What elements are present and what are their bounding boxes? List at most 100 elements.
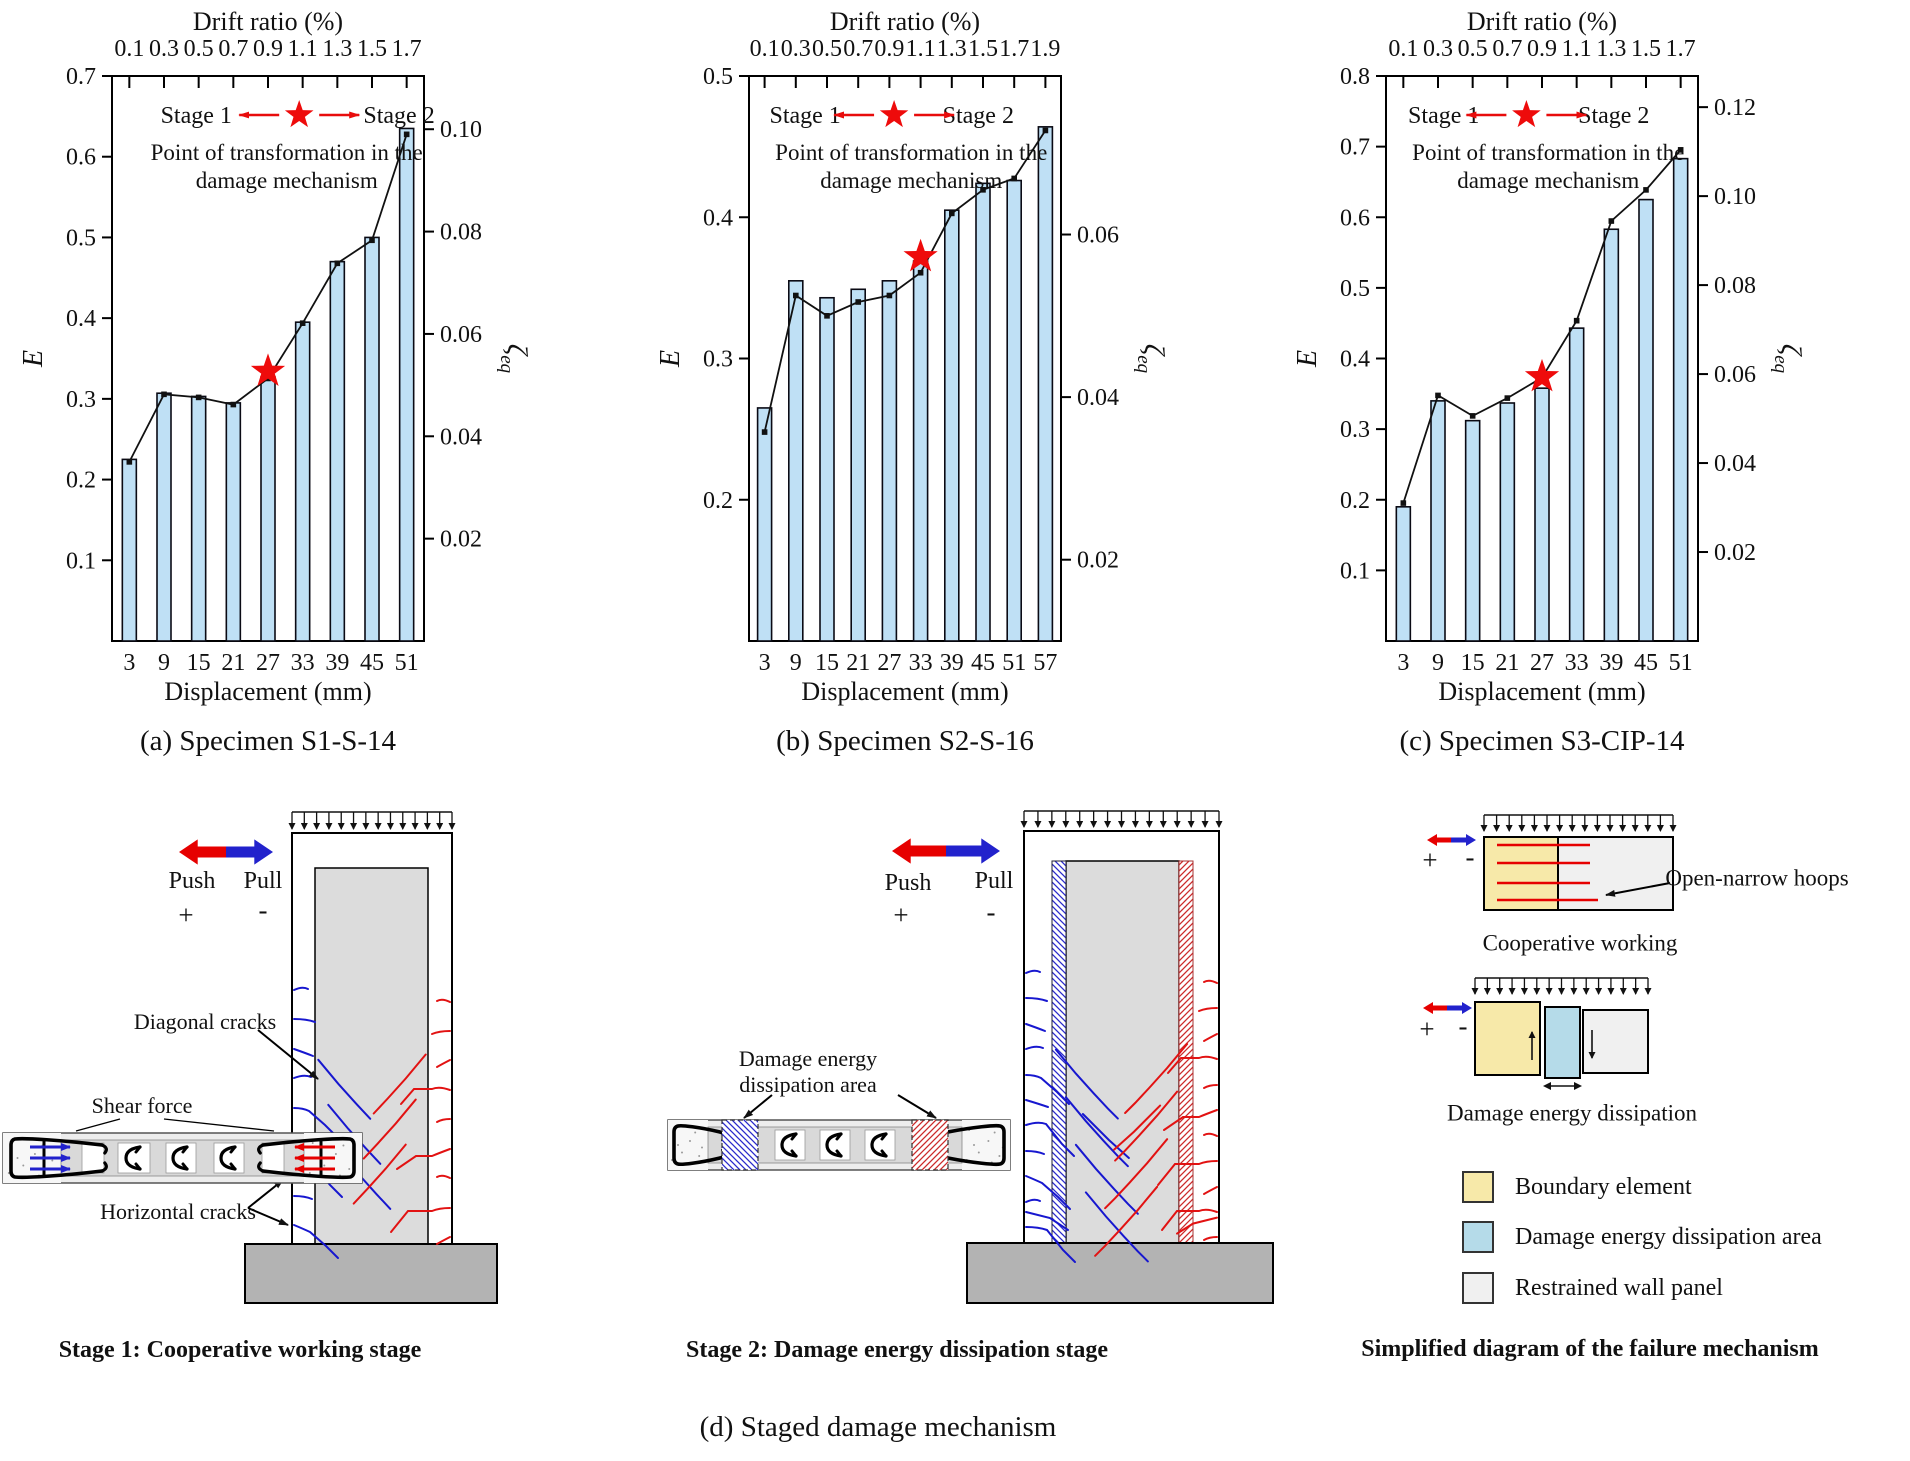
shear-force-label: Shear force	[91, 1093, 193, 1119]
drift-tick-label: 0.7	[218, 36, 248, 62]
stage1-plus-sign: +	[178, 900, 194, 931]
stage2-foundation	[966, 1242, 1274, 1304]
bars-series-E	[756, 126, 1054, 642]
section-red-dissipation-area	[911, 1119, 949, 1171]
displacement-tick-label: 3	[123, 650, 135, 676]
legend-swatch-1	[1462, 1221, 1494, 1253]
stage1-caption: Stage 1: Cooperative working stage	[58, 1336, 422, 1363]
right-tick-label: 0.02	[440, 527, 482, 553]
drift-tick-label: 1.5	[968, 36, 998, 62]
transformation-star	[250, 353, 286, 386]
displacement-tick-label: 51	[1669, 650, 1693, 676]
line-marker	[886, 292, 893, 299]
bars-series-E	[121, 127, 415, 642]
bar-15	[190, 395, 207, 642]
displacement-tick-label: 15	[1461, 650, 1485, 676]
legend-label-dissipation: Damage energy dissipation area	[1515, 1223, 1822, 1250]
left-tick-label: 0.8	[1340, 64, 1370, 90]
bar-27	[1534, 387, 1550, 642]
legend-label-restrained: Restrained wall panel	[1515, 1274, 1723, 1301]
bar-39	[1603, 228, 1620, 642]
bar-3	[1395, 506, 1412, 642]
stage2-svg	[667, 810, 1274, 1304]
right-axis-title: ζeq	[1133, 344, 1169, 374]
displacement-tick-label: 33	[909, 650, 933, 676]
simplified-diagram	[1340, 790, 1910, 1390]
zeta-line	[763, 130, 1047, 433]
diagonal-cracks-blue	[1025, 969, 1149, 1263]
displacement-tick-label: 15	[187, 650, 211, 676]
displacement-tick-label: 39	[325, 650, 349, 676]
drift-tick-label: 0.9	[253, 36, 283, 62]
transform-text-line2: damage mechanism	[1457, 168, 1639, 193]
ded-dissipation-area	[1544, 1006, 1581, 1079]
displacement-tick-label: 3	[759, 650, 771, 676]
displacement-tick-label: 33	[1565, 650, 1589, 676]
top-axis-title: Drift ratio (%)	[193, 7, 343, 36]
annotation-star	[879, 100, 909, 128]
line-marker	[1469, 413, 1476, 419]
bar-15	[1464, 419, 1481, 642]
drift-tick-label: 0.3	[1423, 36, 1453, 62]
line-marker	[1042, 127, 1049, 134]
left-tick-label: 0.1	[1340, 558, 1370, 584]
stage2-annotation: Stage 2	[363, 103, 434, 129]
diagonal-cracks-red	[1094, 979, 1218, 1257]
displacement-tick-label: 21	[1495, 650, 1519, 676]
bar-45	[975, 182, 991, 642]
left-tick-label: 0.4	[66, 306, 96, 332]
right-tick-label: 0.02	[1714, 540, 1756, 566]
displacement-tick-label: 9	[1432, 650, 1444, 676]
left-tick-label: 0.3	[1340, 417, 1370, 443]
pull-arrow	[226, 839, 273, 865]
stage1-annotation: Stage 1	[769, 103, 840, 129]
displacement-tick-label: 3	[1397, 650, 1409, 676]
stage2-wall-panel	[1065, 860, 1180, 1244]
bottom-axis-title: Displacement (mm)	[164, 677, 371, 706]
displacement-tick-label: 57	[1033, 650, 1057, 676]
top-axis-title: Drift ratio (%)	[1467, 7, 1617, 36]
left-tick-label: 0.2	[1340, 488, 1370, 514]
line-marker	[1400, 500, 1407, 506]
right-tick-label: 0.04	[1714, 451, 1756, 477]
bar-27	[260, 376, 276, 642]
bar-33	[294, 321, 311, 642]
right-tick-label: 0.06	[440, 322, 482, 348]
top-axis-title: Drift ratio (%)	[830, 7, 980, 36]
right-tick-label: 0.08	[440, 220, 482, 246]
displacement-tick-label: 21	[221, 650, 245, 676]
line-marker	[369, 237, 375, 244]
drift-tick-label: 0.5	[1458, 36, 1488, 62]
bar-45	[1638, 198, 1654, 642]
line-marker	[824, 313, 830, 319]
mini-push-arrow	[1423, 1002, 1447, 1014]
stage2-diagram	[660, 790, 1340, 1390]
drift-tick-label: 1.7	[999, 36, 1029, 62]
mini-pull-arrow	[1447, 1002, 1472, 1014]
displacement-tick-label: 51	[395, 650, 419, 676]
legend-swatch-0	[1462, 1171, 1494, 1203]
stage1-minus-sign: -	[258, 895, 268, 926]
open-narrow-hoops-label: Open-narrow hoops	[1665, 865, 1849, 891]
chart-caption: (c) Specimen S3-CIP-14	[1399, 725, 1685, 757]
bar-39	[943, 209, 960, 642]
push-arrow	[179, 839, 226, 865]
stage2-pull-label: Pull	[974, 867, 1014, 894]
diagonal-cracks-red	[352, 998, 451, 1245]
left-tick-label: 0.5	[703, 64, 733, 90]
bar-33	[1568, 327, 1585, 642]
bar-3	[121, 458, 138, 642]
line-marker	[793, 292, 799, 299]
left-tick-label: 0.6	[66, 145, 96, 171]
line-marker	[1677, 147, 1684, 153]
line-marker	[299, 320, 306, 326]
chart-c: Drift ratio (%) Displacement (mm) (c) Spec…	[1292, 7, 1806, 757]
push-arrow	[892, 838, 946, 864]
simplified-caption: Simplified diagram of the failure mechan…	[1361, 1335, 1819, 1362]
diagonal-cracks-label: Diagonal cracks	[133, 1009, 277, 1035]
line-marker	[1011, 175, 1017, 182]
line-marker	[1435, 392, 1441, 399]
displacement-tick-label: 27	[877, 650, 901, 676]
bar-39	[329, 260, 346, 642]
bar-3	[756, 407, 773, 642]
